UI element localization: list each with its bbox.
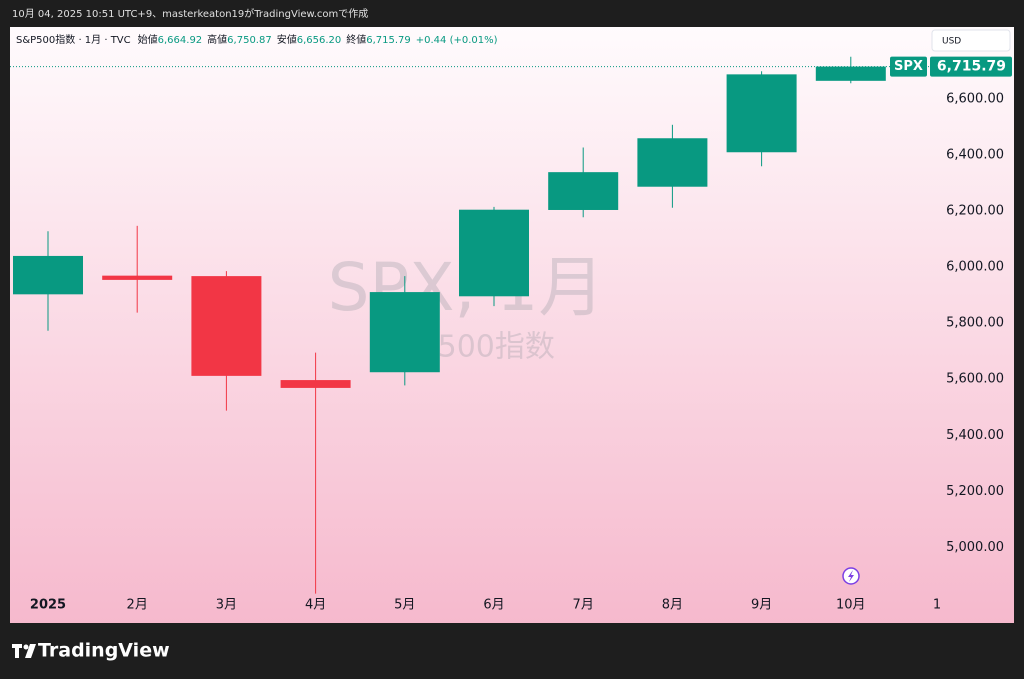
legend: S&P500指数 · 1月 · TVC 始値6,664.92 高値6,750.87 安… xyxy=(16,33,498,46)
x-tick-label: 6月 xyxy=(483,598,504,613)
last-price-label: 6,715.79 xyxy=(937,59,1006,75)
y-tick-label: 5,400.00 xyxy=(946,428,1004,443)
last-symbol: SPX xyxy=(894,59,923,74)
y-tick-label: 6,600.00 xyxy=(946,92,1004,107)
y-tick-label: 6,000.00 xyxy=(946,260,1004,275)
y-tick-label: 5,200.00 xyxy=(946,484,1004,499)
y-tick-label: 6,400.00 xyxy=(946,148,1004,163)
alert-icon xyxy=(842,567,860,585)
candle-body xyxy=(13,255,83,295)
ohlc-label: 終値 xyxy=(346,33,366,46)
candle-body xyxy=(815,66,886,81)
y-tick-label: 5,600.00 xyxy=(946,372,1004,387)
last-symbol-box xyxy=(890,56,927,77)
brand: TradingView xyxy=(38,640,170,662)
y-tick-label: 5,800.00 xyxy=(946,316,1004,331)
x-tick-label: 3月 xyxy=(216,598,237,613)
y-tick-label: 6,200.00 xyxy=(946,204,1004,219)
x-tick-label: 10月 xyxy=(836,598,866,613)
x-tick-label: 8月 xyxy=(662,598,683,613)
ohlc-value: 6,656.20 xyxy=(297,35,342,46)
currency-box xyxy=(931,29,1011,52)
symbol: S&P500指数 · 1月 · TVC xyxy=(16,33,131,46)
candle-body xyxy=(548,172,619,210)
ohlc-label: 高値 xyxy=(207,33,227,46)
ohlc-value: 6,715.79 xyxy=(366,35,411,46)
candle-body xyxy=(280,380,351,388)
candle-body xyxy=(369,292,440,373)
x-tick-label: 9月 xyxy=(751,598,772,613)
ohlc-label: 始値 xyxy=(138,33,158,46)
candle-body xyxy=(102,275,173,280)
caption: 10月 04, 2025 10:51 UTC+9、masterkeaton19が… xyxy=(12,7,368,20)
y-tick-label: 5,000.00 xyxy=(946,540,1004,555)
last-price-box xyxy=(930,56,1012,77)
x-tick-label: 7月 xyxy=(573,598,594,613)
candle-body xyxy=(191,276,262,376)
chart-area xyxy=(10,27,1014,623)
ohlc-value: 6,750.87 xyxy=(227,35,272,46)
candle-body xyxy=(637,138,708,187)
change: +0.44 (+0.01%) xyxy=(416,35,498,46)
x-tick-label: 2月 xyxy=(127,598,148,613)
currency: USD xyxy=(942,37,961,47)
ohlc-label: 安値 xyxy=(277,33,297,46)
x-tick-label: 1 xyxy=(933,598,941,613)
x-tick-label: 2025 xyxy=(30,598,66,613)
candle-body xyxy=(726,74,797,153)
ohlc-value: 6,664.92 xyxy=(158,35,203,46)
candle-body xyxy=(459,209,529,297)
x-tick-label: 4月 xyxy=(305,598,326,613)
x-tick-label: 5月 xyxy=(394,598,415,613)
logo-icon xyxy=(12,644,36,658)
